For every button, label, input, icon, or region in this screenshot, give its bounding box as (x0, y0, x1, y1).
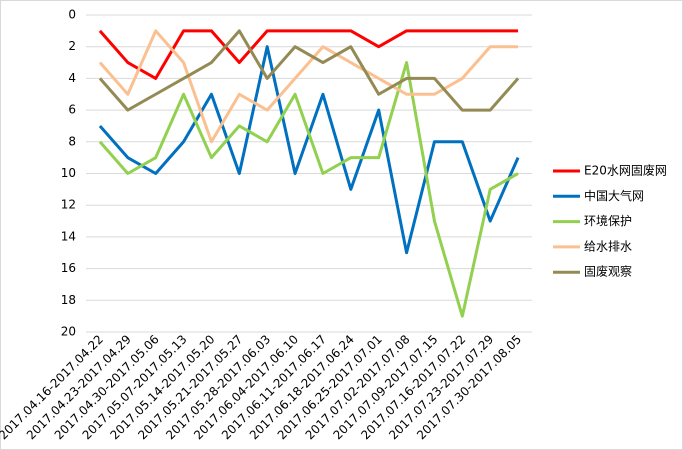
y-tick-label: 2 (68, 39, 76, 53)
y-tick-label: 4 (68, 71, 76, 85)
series-line (98, 29, 520, 112)
y-tick-label: 10 (61, 166, 76, 180)
series-line (98, 61, 519, 318)
legend-label: 环境保护 (584, 213, 632, 228)
legend-label: 中国大气网 (584, 188, 644, 203)
y-tick-label: 20 (61, 325, 76, 339)
y-tick-label: 14 (61, 229, 76, 243)
legend-label: 固废观察 (584, 264, 632, 279)
y-tick-label: 6 (68, 103, 76, 117)
y-tick-label: 8 (68, 134, 76, 148)
legend-label: 给水排水 (584, 239, 632, 253)
series-line (98, 29, 519, 80)
series-line (98, 29, 519, 144)
y-tick-label: 18 (61, 293, 76, 307)
y-tick-label: 12 (61, 198, 76, 212)
legend-label: E20水网固废网 (584, 163, 667, 178)
y-tick-label: 16 (61, 261, 76, 275)
y-tick-label: 0 (68, 8, 76, 22)
